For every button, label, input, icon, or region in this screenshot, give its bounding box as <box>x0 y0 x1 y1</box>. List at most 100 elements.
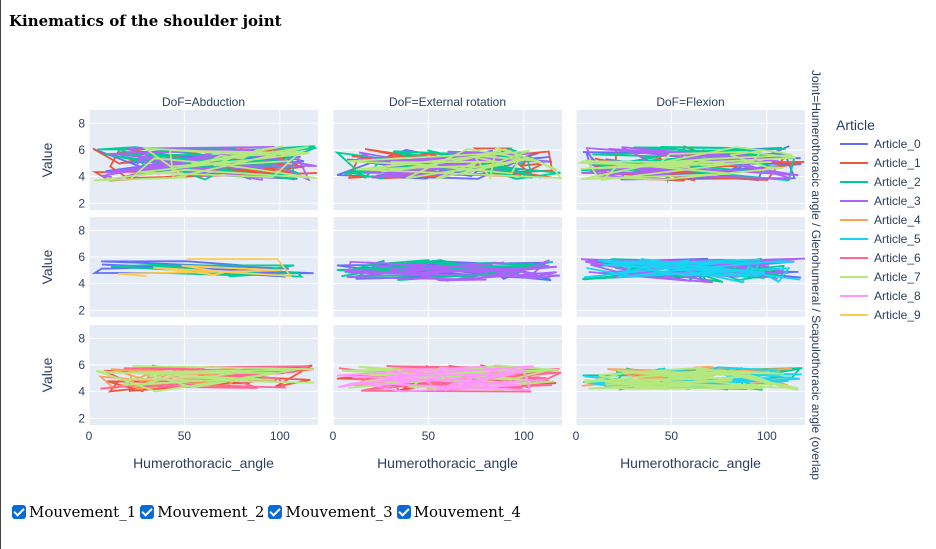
x-tick-label: 100 <box>270 429 290 443</box>
faceted-line-chart[interactable]: 2 4 6 8 Value 2 4 6 8 Value 2 4 6 8 Value 0 50 100 Humerot… <box>0 60 936 480</box>
series-line-article_2 <box>582 257 785 283</box>
facet-column-label: DoF=External rotation <box>389 95 506 109</box>
y-tick-label: 6 <box>78 358 85 372</box>
facet-panel <box>332 110 562 210</box>
legend-item-article_7[interactable]: Article_7 <box>840 270 921 284</box>
facet-panel <box>575 217 805 317</box>
checkbox-checked-icon[interactable] <box>140 505 155 519</box>
x-axis-title: Humerothoracic_angle <box>377 455 518 471</box>
x-tick-label: 50 <box>422 429 436 443</box>
axes-layer: 2 4 6 8 Value 2 4 6 8 Value 2 4 6 8 Value 0 50 100 Humerot… <box>39 70 823 480</box>
y-tick-label: 2 <box>78 411 85 425</box>
series-line-article_8 <box>336 365 547 393</box>
checkbox-checked-icon[interactable] <box>268 505 283 519</box>
y-axis-title: Value <box>39 142 55 177</box>
series-line-article_3 <box>101 146 317 182</box>
facet-panel <box>88 325 318 425</box>
panel-lines <box>91 145 318 182</box>
page-title: Kinematics of the shoulder joint <box>9 12 282 30</box>
y-axis-title: Value <box>39 357 55 392</box>
legend-label: Article_0 <box>874 137 921 151</box>
checkbox-checked-icon[interactable] <box>396 505 411 519</box>
legend-label: Article_1 <box>874 156 921 170</box>
panel-lines <box>581 365 803 391</box>
facet-panel <box>575 325 805 425</box>
y-tick-label: 2 <box>78 196 85 210</box>
checkbox-checked-icon[interactable] <box>12 505 26 519</box>
y-tick-label: 6 <box>78 143 85 157</box>
series-line-article_7 <box>93 145 317 182</box>
x-tick-label: 0 <box>86 429 93 443</box>
facet-column-label: DoF=Flexion <box>656 95 724 109</box>
panel-lines <box>95 364 314 393</box>
x-tick-label: 50 <box>665 429 679 443</box>
legend-item-article_4[interactable]: Article_4 <box>840 213 921 227</box>
series-line-article_3 <box>343 259 561 282</box>
legend-label: Article_7 <box>874 270 921 284</box>
legend-item-article_2[interactable]: Article_2 <box>840 175 921 189</box>
mouvement-4-checkbox[interactable]: Mouvement_4 <box>396 503 521 521</box>
facet-panel <box>88 110 318 210</box>
y-tick-label: 2 <box>78 303 85 317</box>
series-line-article_6 <box>100 365 310 392</box>
series-line-article_9 <box>118 258 293 278</box>
facet-row-label: Joint=Humerothoracic angle / Glenohumera… <box>809 70 823 480</box>
facet-panel <box>332 217 562 317</box>
legend-item-article_8[interactable]: Article_8 <box>840 289 921 303</box>
facet-panel <box>332 325 562 425</box>
panel-lines <box>334 146 562 181</box>
x-axis-title: Humerothoracic_angle <box>620 455 761 471</box>
legend-title: Article <box>836 117 875 133</box>
x-tick-label: 100 <box>757 429 777 443</box>
legend-item-article_5[interactable]: Article_5 <box>840 232 921 246</box>
checkbox-label: Mouvement_3 <box>285 503 393 521</box>
legend-item-article_6[interactable]: Article_6 <box>840 251 921 265</box>
page-left-border <box>0 0 1 549</box>
x-axis-title: Humerothoracic_angle <box>133 455 274 471</box>
mouvement-2-checkbox[interactable]: Mouvement_2 <box>140 503 264 521</box>
legend-label: Article_3 <box>874 194 921 208</box>
legend-label: Article_5 <box>874 232 921 246</box>
legend-item-article_3[interactable]: Article_3 <box>840 194 921 208</box>
mouvement-3-checkbox[interactable]: Mouvement_3 <box>268 503 393 521</box>
mouvement-1-checkbox[interactable]: Mouvement_1 <box>12 503 136 521</box>
panel-lines <box>580 257 805 284</box>
legend-label: Article_2 <box>874 175 921 189</box>
y-tick-label: 6 <box>78 250 85 264</box>
facet-panel <box>575 110 805 210</box>
panel-lines <box>336 364 562 393</box>
y-tick-label: 8 <box>78 331 85 345</box>
facet-panel <box>88 217 318 317</box>
legend-item-article_0[interactable]: Article_0 <box>840 137 921 151</box>
legend[interactable]: Article Article_0 Article_1 Article_2 Articl… <box>836 117 921 322</box>
legend-label: Article_8 <box>874 289 921 303</box>
panel-lines <box>91 258 314 278</box>
panels-layer <box>88 110 805 425</box>
y-tick-label: 4 <box>78 277 85 291</box>
panel-lines <box>336 259 561 282</box>
panel-lines <box>576 145 805 184</box>
legend-label: Article_4 <box>874 213 921 227</box>
x-tick-label: 50 <box>178 429 192 443</box>
series-line-article_5 <box>583 258 801 284</box>
legend-label: Article_6 <box>874 251 921 265</box>
legend-label: Article_9 <box>874 308 921 322</box>
y-tick-label: 4 <box>78 170 85 184</box>
y-tick-label: 8 <box>78 116 85 130</box>
y-tick-label: 4 <box>78 385 85 399</box>
series-line-article_7 <box>347 146 562 181</box>
series-line-article_7 <box>95 365 314 393</box>
legend-item-article_1[interactable]: Article_1 <box>840 156 921 170</box>
checkbox-label: Mouvement_2 <box>157 503 265 521</box>
x-tick-label: 0 <box>330 429 337 443</box>
x-tick-label: 100 <box>514 429 534 443</box>
mouvement-checkbox-group: Mouvement_1 Mouvement_2 Mouvement_3 Mouv… <box>12 503 521 521</box>
facet-column-label: DoF=Abduction <box>162 95 245 109</box>
x-tick-label: 0 <box>573 429 580 443</box>
checkbox-label: Mouvement_1 <box>29 503 137 521</box>
series-line-article_7 <box>576 146 797 182</box>
checkbox-label: Mouvement_4 <box>413 503 521 521</box>
legend-item-article_9[interactable]: Article_9 <box>840 308 921 322</box>
y-axis-title: Value <box>39 249 55 284</box>
series-line-article_7 <box>584 366 799 391</box>
